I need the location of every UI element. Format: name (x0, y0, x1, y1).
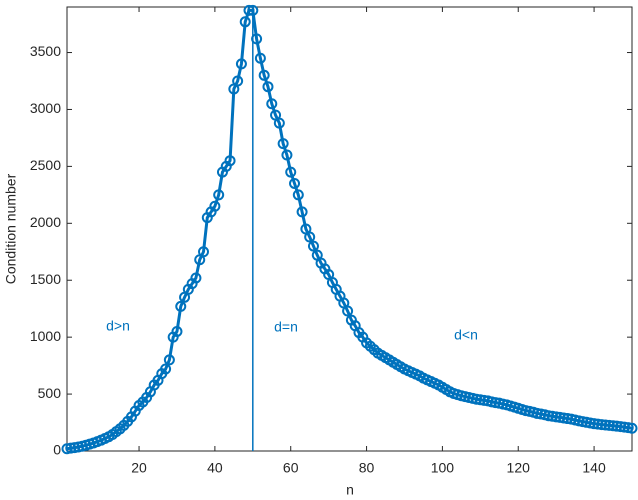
y-tick-label: 1000 (30, 328, 61, 344)
data-point (607, 420, 619, 432)
data-point (611, 420, 623, 432)
y-tick-label: 500 (38, 385, 62, 401)
data-point (198, 246, 210, 258)
data-point (304, 231, 316, 243)
data-point (213, 189, 225, 201)
data-point (615, 421, 627, 433)
data-point (307, 240, 319, 252)
annotation: d=n (274, 319, 298, 335)
data-point (292, 189, 304, 201)
x-tick-label: 120 (507, 460, 531, 476)
data-point (175, 300, 187, 312)
x-tick-label: 20 (131, 460, 147, 476)
data-point (262, 81, 274, 93)
y-tick-label: 3000 (30, 100, 61, 116)
data-point (273, 117, 285, 129)
annotation: d<n (454, 327, 478, 343)
x-tick-label: 100 (431, 460, 455, 476)
data-point (296, 206, 308, 218)
annotation: d>n (106, 318, 130, 334)
data-point (626, 422, 638, 434)
data-point (603, 419, 615, 431)
data-point (285, 166, 297, 178)
data-point (592, 418, 604, 430)
data-point (596, 419, 608, 431)
y-tick-label: 3500 (30, 43, 61, 59)
plot-area (66, 6, 633, 452)
x-tick-label: 40 (207, 460, 223, 476)
data-point (258, 69, 270, 81)
data-point (342, 305, 354, 317)
data-point (266, 98, 278, 110)
data-point (224, 155, 236, 167)
data-point (232, 75, 244, 87)
data-point (277, 138, 289, 150)
data-point (289, 177, 301, 189)
x-axis-label: n (346, 482, 354, 498)
data-point (599, 419, 611, 431)
x-tick-label: 80 (359, 460, 375, 476)
data-point (171, 325, 183, 337)
data-point (163, 354, 175, 366)
data-point (254, 52, 266, 64)
y-tick-label: 1500 (30, 271, 61, 287)
data-point (235, 58, 247, 70)
data-point (281, 149, 293, 161)
y-tick-label: 2500 (30, 157, 61, 173)
y-tick-label: 0 (53, 442, 61, 458)
y-axis-label: Condition number (3, 173, 19, 284)
x-tick-label: 60 (283, 460, 299, 476)
data-point (160, 363, 172, 375)
x-tick-label: 140 (582, 460, 606, 476)
data-point (209, 200, 221, 212)
data-point (239, 16, 251, 28)
data-point (588, 418, 600, 430)
y-tick-label: 2000 (30, 214, 61, 230)
data-point (190, 272, 202, 284)
